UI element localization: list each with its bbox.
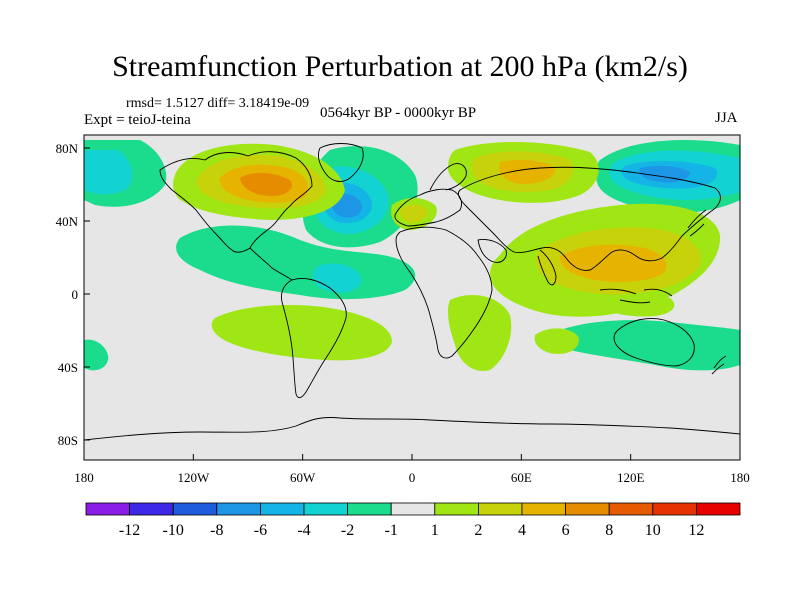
coastline-australia xyxy=(613,318,695,367)
colorbar-label: -4 xyxy=(297,522,310,539)
colorbar-label: -6 xyxy=(254,522,267,539)
colorbar-label: 6 xyxy=(562,522,570,539)
coastline-india xyxy=(537,249,557,286)
contour-region-siberia-core3 xyxy=(639,165,690,183)
coastline-japan xyxy=(687,209,707,237)
latitude-axis: 80N 40N 0 40S 80S xyxy=(56,141,90,448)
colorbar-label: 12 xyxy=(688,522,704,539)
coastline-central-america xyxy=(249,247,293,281)
colorbar-swatch xyxy=(696,502,741,516)
contour-region-europe-positive-2 xyxy=(400,204,428,223)
stats-text: rmsd= 1.5127 diff= 3.18419e-09 xyxy=(126,96,310,111)
season-label: JJA xyxy=(715,110,738,126)
colorbar-swatch xyxy=(565,502,610,516)
colorbar-label: -2 xyxy=(341,522,354,539)
contour-region-southern-band xyxy=(555,320,740,371)
lat-tick-label: 0 xyxy=(72,287,79,302)
colorbar-swatch xyxy=(477,502,523,516)
coastline-antarctica xyxy=(84,417,740,441)
contour-region-america-positive-6 xyxy=(240,172,292,196)
coastline-new-zealand xyxy=(711,355,727,375)
colorbar-label: 2 xyxy=(474,522,482,539)
colorbar-label: 10 xyxy=(645,522,661,539)
colorbar-swatch xyxy=(303,502,348,516)
coastline-arabia xyxy=(477,239,507,263)
lat-tick-label: 80S xyxy=(58,433,78,448)
lon-tick-label: 60W xyxy=(290,470,316,485)
contour-region-east-pacific-positive xyxy=(598,293,675,317)
colorbar-swatch xyxy=(259,502,305,516)
colorbar-label: -8 xyxy=(210,522,223,539)
contour-region-south-america-positive xyxy=(211,305,392,361)
coastline-africa xyxy=(395,226,493,359)
lon-tick-label: 180 xyxy=(730,470,750,485)
contour-fields xyxy=(84,139,740,441)
contour-region-south-atlantic-small xyxy=(84,339,109,371)
contour-region-africa-positive xyxy=(447,295,512,371)
colorbar-swatch xyxy=(85,502,130,516)
period-label: 0564kyr BP - 0000kyr BP xyxy=(320,105,477,121)
colorbar-label: -10 xyxy=(163,522,184,539)
lat-tick-label: 40N xyxy=(56,214,79,229)
contour-region-south-indian-positive xyxy=(534,328,579,354)
coastline-south-america xyxy=(281,277,347,399)
colorbar-swatch xyxy=(129,502,174,516)
colorbar-label: -12 xyxy=(119,522,140,539)
coastline-maritime-continent xyxy=(599,288,673,304)
contour-region-alaska-negative-core xyxy=(84,150,133,195)
colorbar-label: -1 xyxy=(385,522,398,539)
coastline-asia xyxy=(457,166,721,271)
lon-tick-label: 60E xyxy=(511,470,532,485)
colorbar-label: 4 xyxy=(518,522,526,539)
colorbar-swatch xyxy=(390,502,436,516)
colorbar-swatch xyxy=(347,502,392,516)
contour-region-eurasia-positive-4 xyxy=(499,160,556,184)
lat-tick-label: 40S xyxy=(58,360,78,375)
lon-tick-label: 120W xyxy=(177,470,210,485)
coastline-europe xyxy=(394,188,463,227)
coastlines xyxy=(84,143,740,441)
experiment-label: Expt = teioJ-teina xyxy=(84,112,191,128)
colorbar-label: 1 xyxy=(431,522,439,539)
longitude-axis: 180 120W 60W 0 60E 120E 180 xyxy=(74,454,750,485)
colorbar-swatch xyxy=(434,502,479,516)
colorbar-swatch xyxy=(521,502,566,516)
coastline-greenland xyxy=(317,143,364,182)
colorbar-swatch xyxy=(216,502,261,516)
chart-title: Streamfunction Perturbation at 200 hPa (… xyxy=(112,50,688,83)
colorbar-swatch xyxy=(608,502,654,516)
lon-tick-label: 120E xyxy=(617,470,645,485)
colorbar: -12 -10 -8 -6 -4 -2 -1 1 2 4 6 8 10 12 xyxy=(85,502,741,539)
colorbar-swatch xyxy=(652,502,697,516)
coastline-scandinavia xyxy=(429,163,467,191)
lon-tick-label: 180 xyxy=(74,470,94,485)
colorbar-label: 8 xyxy=(605,522,613,539)
contour-region-asia-positive-4 xyxy=(559,244,667,282)
lat-tick-label: 80N xyxy=(56,141,79,156)
coastline-north-america xyxy=(159,151,313,253)
colorbar-swatch xyxy=(172,502,218,516)
lon-tick-label: 0 xyxy=(409,470,416,485)
